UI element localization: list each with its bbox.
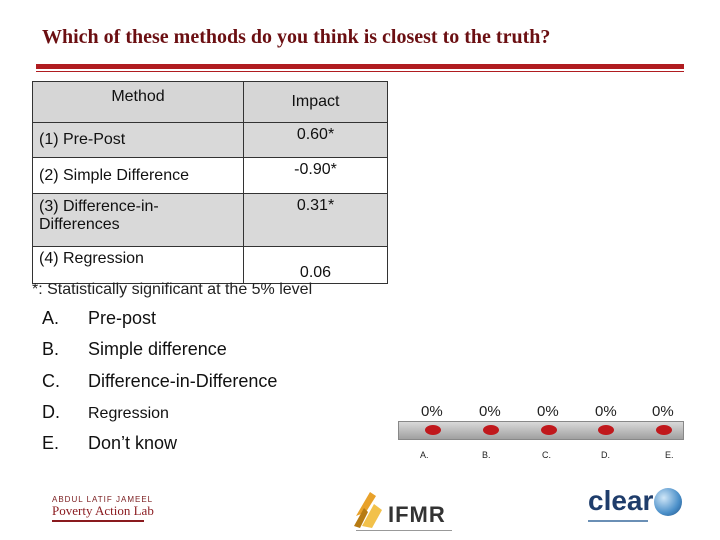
table-header-row: Method Impact	[32, 81, 388, 123]
method-cell: (1) Pre-Post	[32, 122, 244, 158]
significance-footnote: *: Statistically significant at the 5% l…	[32, 281, 313, 298]
option-text: Regression	[88, 405, 169, 422]
option-letter: D.	[42, 402, 60, 422]
results-table: Method Impact (1) Pre-Post 0.60* (2) Sim…	[32, 81, 388, 284]
method-cell: (2) Simple Difference	[32, 157, 244, 194]
poll-percent-a: 0%	[421, 403, 443, 420]
method-cell: (4) Regression	[32, 246, 244, 284]
poll-percent-d: 0%	[595, 403, 617, 420]
title-divider-thin	[36, 71, 684, 72]
poll-bar-b	[483, 425, 499, 435]
poll-percent-e: 0%	[652, 403, 674, 420]
impact-cell: -0.90*	[243, 157, 388, 194]
option-letter: E.	[42, 433, 60, 453]
title-divider	[36, 64, 684, 69]
poll-label-b: B.	[482, 450, 491, 460]
table-row: (1) Pre-Post 0.60*	[32, 122, 388, 158]
poll-label-e: E.	[665, 450, 674, 460]
method-cell: (3) Difference-in-Differences	[32, 193, 244, 247]
option-text: Simple difference	[88, 339, 227, 359]
poll-label-c: C.	[542, 450, 551, 460]
header-method: Method	[32, 81, 244, 123]
clear-logo-text: clear	[588, 485, 654, 516]
jpal-logo: ABDUL LATIF JAMEEL Poverty Action Lab	[52, 495, 202, 522]
poll-percent-c: 0%	[537, 403, 559, 420]
poll-bar-d	[598, 425, 614, 435]
poll-bar-e	[656, 425, 672, 435]
ifmr-logo: IFMR	[352, 486, 462, 539]
ifmr-logo-text: IFMR	[388, 502, 446, 527]
answer-option-d: D. Regression	[42, 402, 169, 423]
answer-option-b: B. Simple difference	[42, 339, 227, 360]
header-impact: Impact	[243, 81, 388, 123]
table-row: (3) Difference-in-Differences 0.31*	[32, 193, 388, 247]
option-text: Difference-in-Difference	[88, 371, 278, 391]
option-text: Don’t know	[88, 433, 178, 453]
poll-bar-c	[541, 425, 557, 435]
slide-title: Which of these methods do you think is c…	[42, 26, 551, 48]
jpal-logo-underline	[52, 520, 144, 522]
option-text: Pre-post	[88, 308, 157, 328]
impact-cell: 0.06	[243, 246, 388, 284]
option-letter: C.	[42, 371, 60, 391]
clear-logo-underline	[588, 520, 648, 522]
poll-label-a: A.	[420, 450, 429, 460]
option-letter: A.	[42, 308, 60, 328]
option-letter: B.	[42, 339, 60, 359]
answer-option-e: E. Don’t know	[42, 433, 177, 454]
table-row: (4) Regression 0.06	[32, 246, 388, 284]
poll-bar-a	[425, 425, 441, 435]
impact-cell: 0.31*	[243, 193, 388, 247]
jpal-logo-line1: ABDUL LATIF JAMEEL	[52, 495, 154, 504]
jpal-logo-line2: Poverty Action Lab	[52, 503, 154, 518]
ifmr-mark-icon	[354, 492, 452, 531]
clear-logo: clear	[588, 485, 682, 522]
answer-option-c: C. Difference-in-Difference	[42, 371, 277, 392]
globe-icon	[654, 488, 682, 516]
impact-cell: 0.60*	[243, 122, 388, 158]
table-row: (2) Simple Difference -0.90*	[32, 157, 388, 194]
poll-label-d: D.	[601, 450, 610, 460]
poll-percent-b: 0%	[479, 403, 501, 420]
answer-option-a: A. Pre-post	[42, 308, 156, 329]
